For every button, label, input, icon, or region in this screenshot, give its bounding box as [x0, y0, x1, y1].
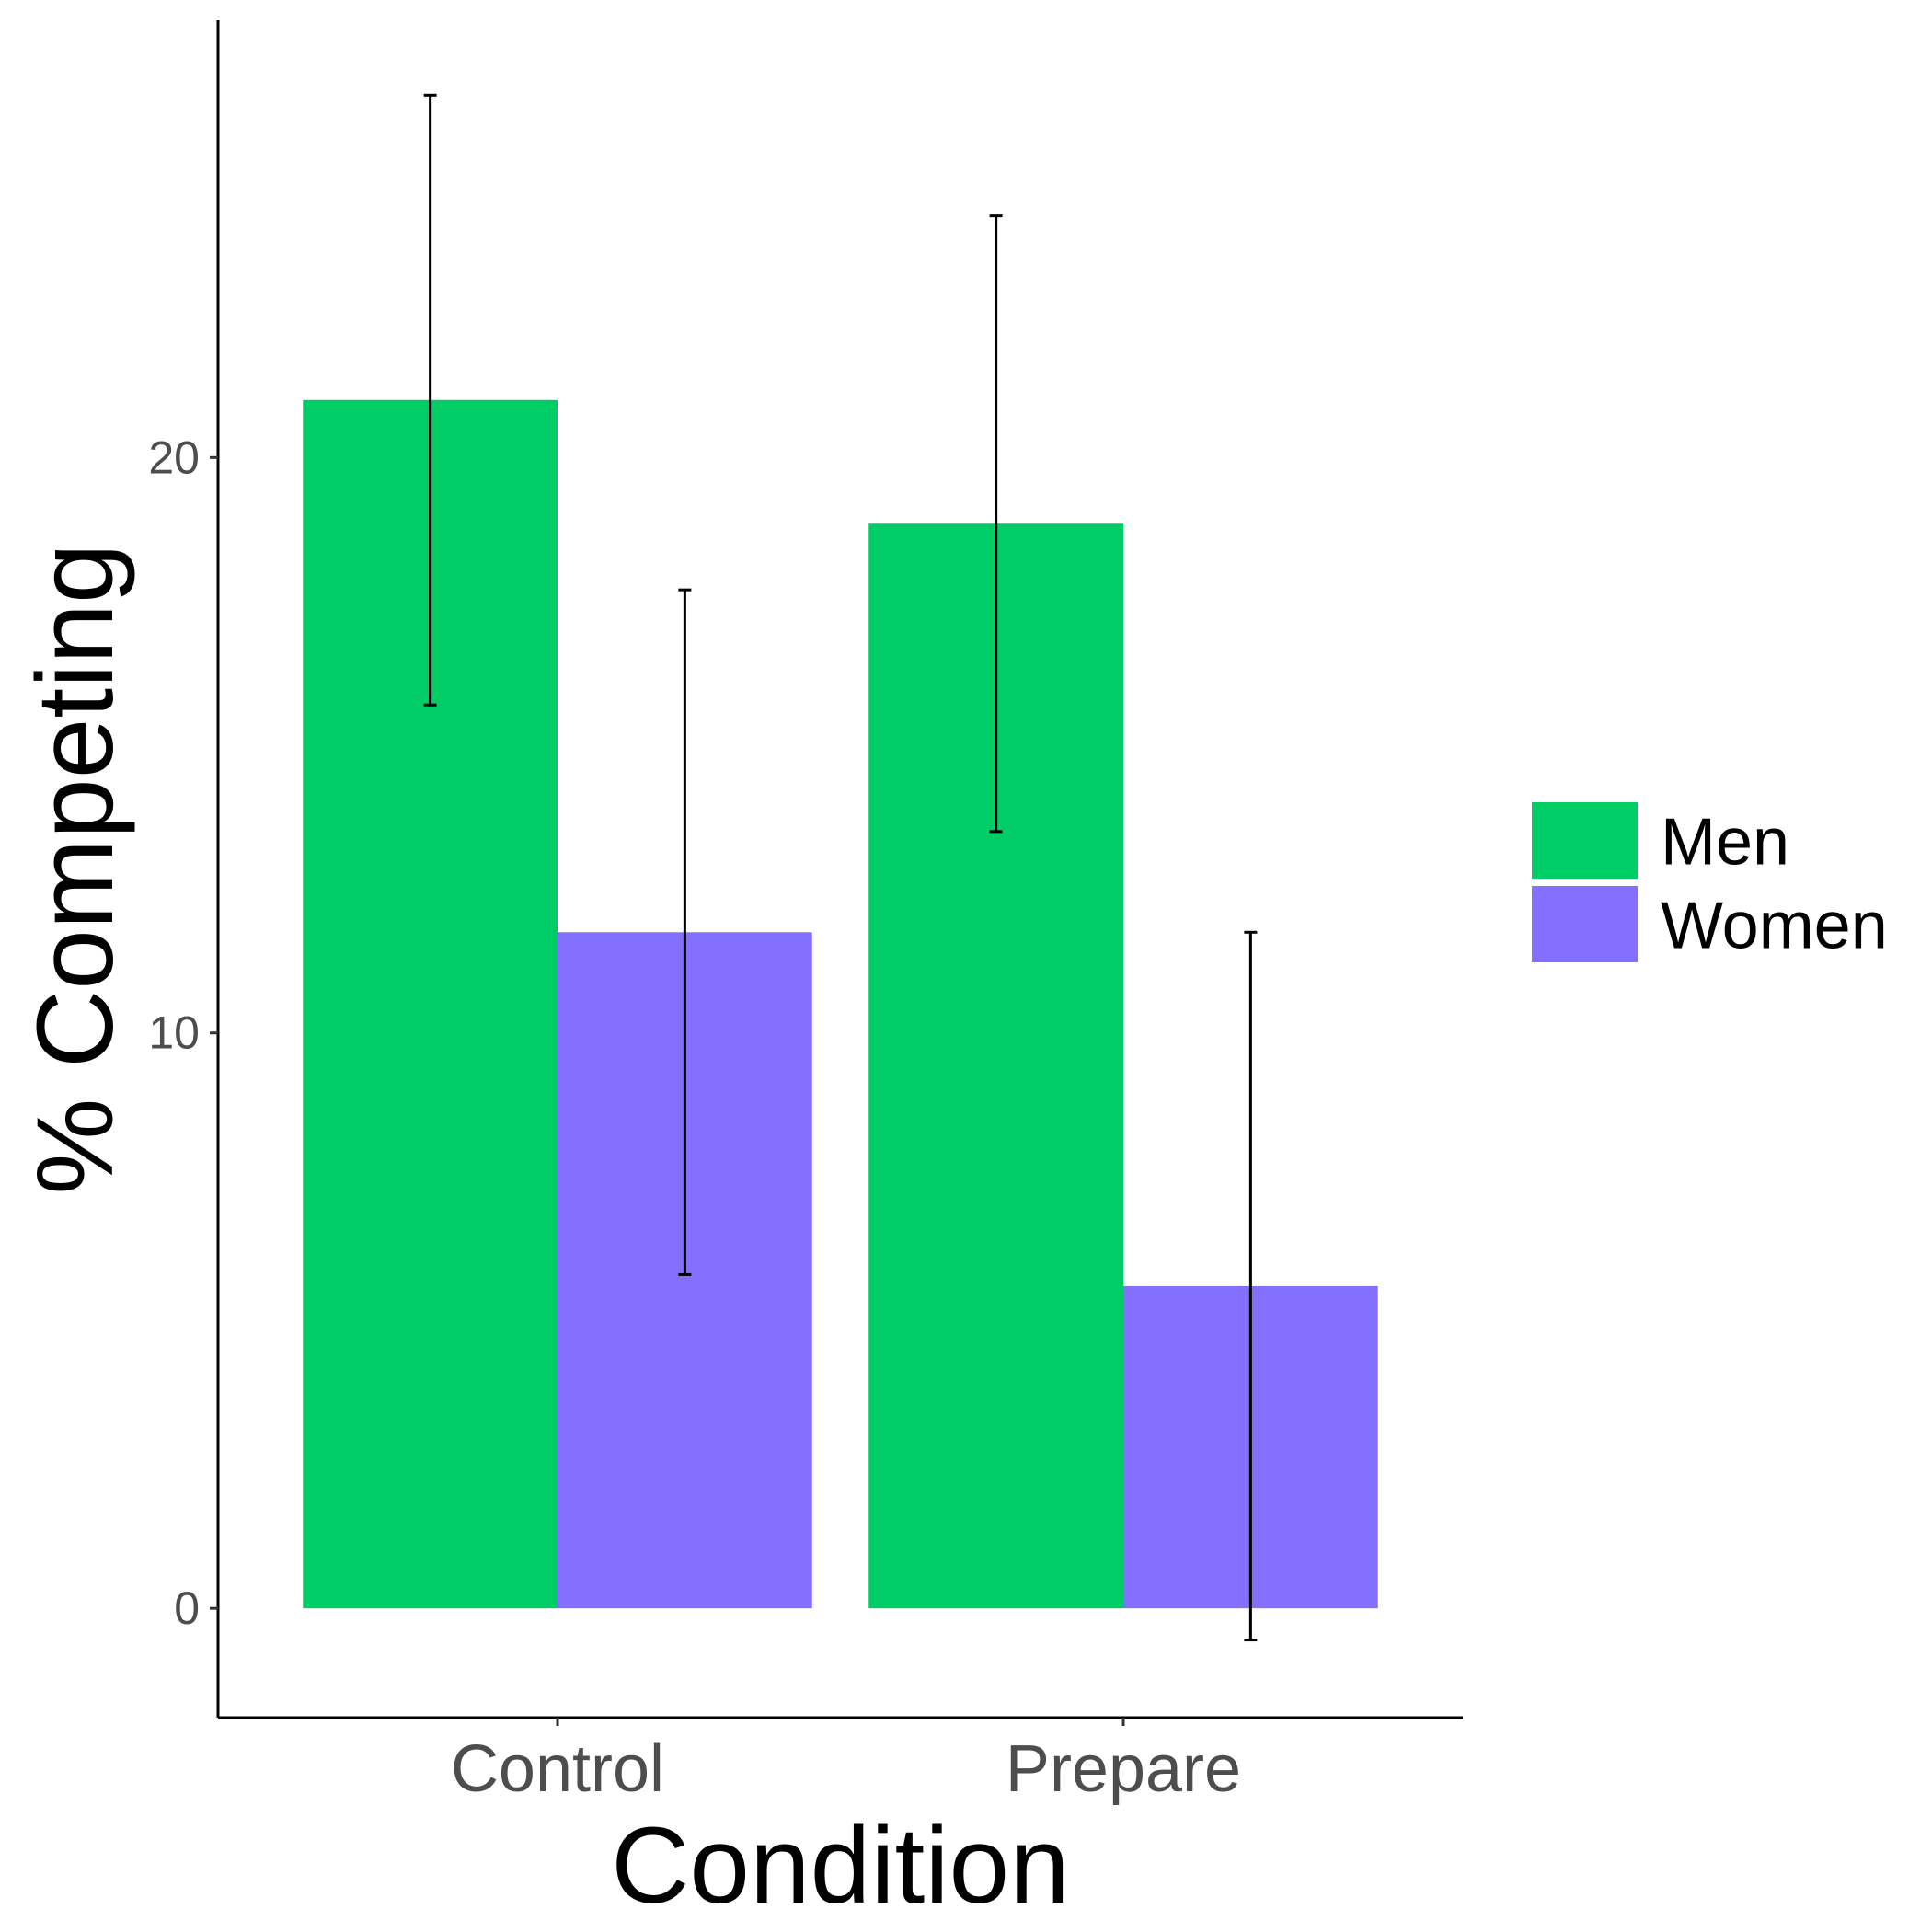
y-axis-title: % Competing: [15, 543, 136, 1194]
legend-key-women: [1532, 886, 1638, 962]
legend-label-women: Women: [1661, 890, 1888, 963]
x-axis-title: Condition: [611, 1805, 1070, 1926]
x-tick-label-control: Control: [451, 1732, 664, 1806]
legend-key-men: [1532, 802, 1638, 879]
error-bar-women-prepare: [1244, 930, 1258, 1642]
y-tick-label: 10: [148, 1007, 200, 1059]
y-tick-label: 20: [148, 431, 200, 483]
y-tick-label: 0: [174, 1582, 200, 1634]
legend-label-men: Men: [1661, 806, 1789, 880]
error-bar-women-control: [678, 588, 692, 1276]
legend: Men Women: [1532, 802, 1888, 963]
error-bar-men-prepare: [989, 214, 1003, 834]
x-tick-label-prepare: Prepare: [1006, 1732, 1241, 1806]
x-axis-ticks: Control Prepare: [451, 1718, 1241, 1806]
error-bars-layer: [423, 93, 1258, 1642]
y-axis-ticks: 0 10 20: [148, 431, 218, 1634]
error-bar-men-control: [423, 93, 437, 707]
bars-layer: [303, 399, 1378, 1609]
